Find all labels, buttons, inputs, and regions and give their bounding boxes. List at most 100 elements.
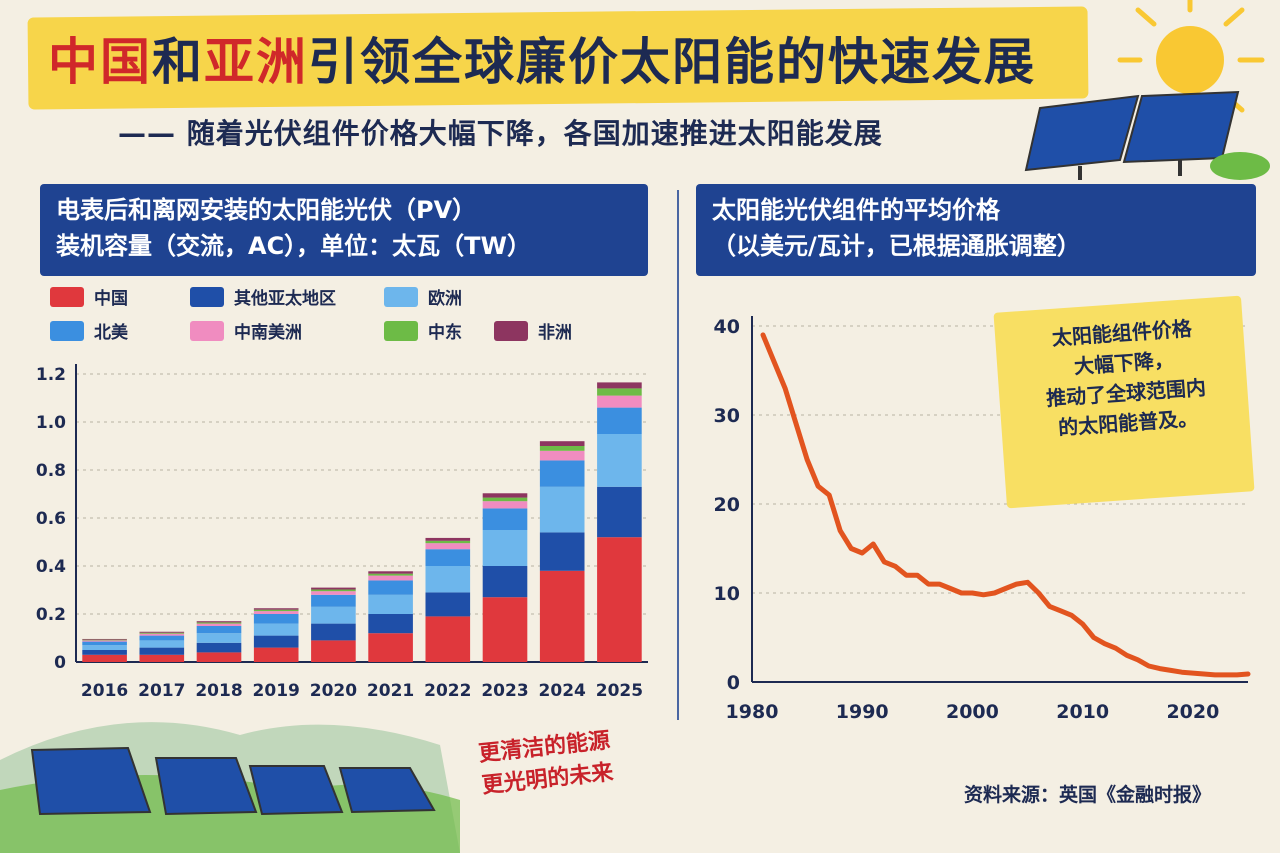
- bar-segment-africa: [425, 537, 471, 541]
- bar-segment-middle_east: [139, 632, 185, 634]
- bar-segment-middle_east: [82, 639, 127, 641]
- legend-item-europe: 欧洲: [384, 284, 462, 309]
- bar-segment-china: [539, 570, 585, 662]
- bar-segment-north_america: [539, 460, 585, 487]
- bar-segment-africa: [139, 631, 185, 633]
- bar-segment-europe: [368, 594, 413, 614]
- line-x-tick-label: 1980: [726, 701, 779, 723]
- bar-x-tick-label: 2016: [81, 681, 128, 701]
- legend-swatch-other-apac: [190, 286, 224, 307]
- bar-segment-other_apac: [82, 650, 127, 655]
- bar-segment-other_apac: [539, 532, 585, 571]
- bar-segment-africa: [196, 621, 242, 623]
- line-y-tick-label: 20: [714, 494, 740, 516]
- bar-segment-europe: [597, 434, 642, 487]
- line-x-tick-label: 2020: [1166, 701, 1219, 723]
- bar-y-tick-label: 0: [54, 653, 66, 673]
- page-title: 中国和亚洲引领全球廉价太阳能的快速发展: [48, 33, 1036, 91]
- bar-segment-china: [597, 537, 642, 662]
- annotation-text: 太阳能组件价格 大幅下降， 推动了全球范围内 的太阳能普及。: [1045, 316, 1207, 440]
- bar-segment-other_apac: [597, 486, 642, 538]
- bar-segment-europe: [425, 566, 471, 593]
- price-chart-title-line1: 太阳能光伏组件的平均价格: [712, 196, 1000, 224]
- bar-segment-other_apac: [139, 647, 185, 655]
- bar-segment-latam: [425, 543, 471, 550]
- legend-item-latam: 中南美洲: [190, 318, 302, 343]
- price-chart-header: 太阳能光伏组件的平均价格 （以美元/瓦计，已根据通胀调整）: [696, 184, 1256, 276]
- bar-y-tick-label: 1.2: [36, 365, 66, 385]
- bar-segment-north_america: [253, 614, 299, 624]
- bar-segment-africa: [482, 493, 528, 498]
- line-y-tick-label: 10: [714, 583, 740, 605]
- bar-segment-africa: [539, 441, 585, 446]
- bar-segment-latam: [482, 501, 528, 509]
- bar-segment-china: [311, 640, 356, 662]
- bar-segment-middle_east: [482, 497, 528, 502]
- bar-x-tick-label: 2020: [310, 681, 357, 701]
- source-credit: 资料来源：英国《金融时报》: [964, 784, 1212, 806]
- bar-segment-middle_east: [253, 609, 299, 612]
- bar-y-tick-label: 0.2: [36, 605, 66, 625]
- bar-segment-middle_east: [368, 573, 413, 576]
- page-subtitle: —— 随着光伏组件价格大幅下降，各国加速推进太阳能发展: [118, 117, 883, 150]
- bar-x-tick-label: 2017: [138, 681, 185, 701]
- bar-segment-europe: [253, 623, 299, 636]
- bar-x-tick-label: 2021: [367, 681, 414, 701]
- legend-swatch-africa: [494, 320, 528, 341]
- line-y-tick-label: 30: [714, 405, 740, 427]
- bar-segment-middle_east: [311, 589, 356, 592]
- panel-divider: [677, 190, 679, 720]
- bar-segment-europe: [482, 530, 528, 566]
- solar-panel-icon: [1024, 90, 1270, 180]
- bar-segment-other_apac: [368, 614, 413, 634]
- bar-segment-china: [139, 654, 185, 662]
- line-x-tick-label: 2000: [946, 701, 999, 723]
- price-chart-title-line2: （以美元/瓦计，已根据通胀调整）: [712, 232, 1081, 260]
- bar-segment-europe: [539, 486, 585, 533]
- capacity-chart-title-line1: 电表后和离网安装的太阳能光伏（PV）: [56, 196, 477, 224]
- legend-swatch-middle-east: [384, 320, 418, 341]
- bar-x-tick-label: 2022: [424, 681, 471, 701]
- bar-segment-europe: [82, 645, 127, 650]
- line-x-tick-label: 1990: [836, 701, 889, 723]
- legend-item-china: 中国: [50, 284, 128, 309]
- bar-segment-china: [82, 654, 127, 662]
- bar-segment-north_america: [196, 626, 242, 634]
- bar-segment-china: [482, 597, 528, 662]
- bar-segment-north_america: [425, 549, 471, 566]
- capacity-chart-header: 电表后和离网安装的太阳能光伏（PV） 装机容量（交流，AC），单位：太瓦（TW）: [40, 184, 648, 276]
- bar-segment-china: [425, 616, 471, 662]
- bar-segment-other_apac: [482, 566, 528, 598]
- price-series-line: [760, 332, 1251, 678]
- bar-segment-north_america: [139, 635, 185, 641]
- bar-x-tick-label: 2023: [481, 681, 528, 701]
- bar-segment-latam: [82, 640, 127, 642]
- legend-item-middle-east: 中东: [384, 318, 462, 343]
- bar-segment-other_apac: [425, 592, 471, 617]
- bar-segment-europe: [311, 606, 356, 624]
- bar-segment-other_apac: [311, 623, 356, 641]
- bar-segment-latam: [253, 611, 299, 614]
- bar-segment-china: [368, 633, 413, 662]
- bar-segment-north_america: [82, 641, 127, 646]
- bar-segment-middle_east: [539, 446, 585, 451]
- bar-x-tick-label: 2018: [195, 681, 242, 701]
- legend-swatch-north-america: [50, 320, 84, 341]
- bar-segment-africa: [597, 382, 642, 389]
- bar-segment-north_america: [311, 594, 356, 607]
- bar-segment-latam: [597, 395, 642, 408]
- line-x-tick-label: 2010: [1056, 701, 1109, 723]
- bar-segment-north_america: [482, 508, 528, 530]
- bar-segment-latam: [368, 575, 413, 581]
- legend-item-north-america: 北美: [50, 318, 128, 343]
- bar-segment-europe: [139, 640, 185, 648]
- legend-item-other-apac: 其他亚太地区: [190, 284, 336, 309]
- bar-y-tick-label: 0.4: [36, 557, 66, 577]
- legend-swatch-latam: [190, 320, 224, 341]
- bar-segment-latam: [139, 633, 185, 636]
- bar-segment-other_apac: [196, 642, 242, 653]
- landscape-illustration: [0, 722, 460, 853]
